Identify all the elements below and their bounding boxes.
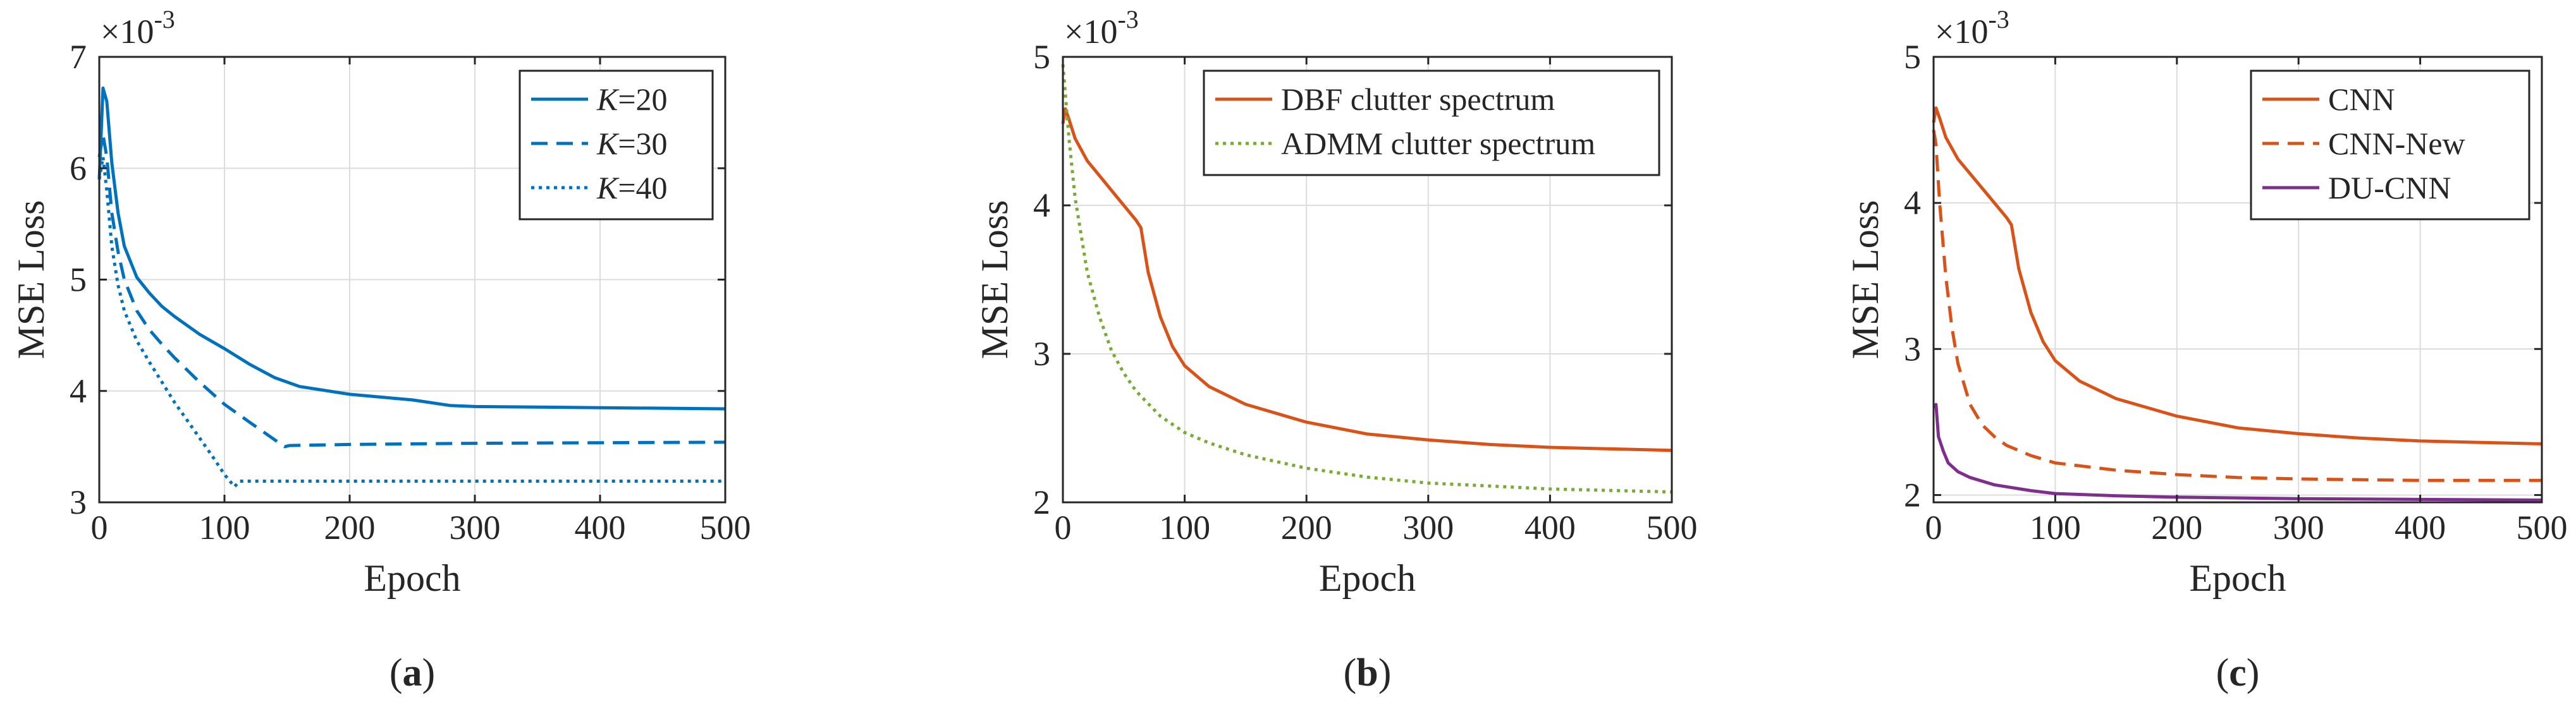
series-line-2 [1932,130,2542,482]
y-tick-label: 6 [70,149,87,187]
y-axis-label: MSE Loss [1844,200,1886,360]
series-line-1 [97,86,726,411]
x-tick-label: 400 [575,509,626,547]
legend-box [518,70,714,221]
legend-label-2: ADMM clutter spectrum [1281,126,1595,161]
series-line-2 [1061,64,1672,494]
x-tick-label: 400 [1524,509,1576,547]
x-tick-label: 200 [1281,509,1332,547]
x-tick-label: 0 [1055,509,1072,547]
y-tick-label: 4 [70,372,87,410]
x-tick-label: 300 [2273,509,2324,547]
x-tick-label: 0 [91,509,108,547]
y-tick-label: 3 [70,483,87,521]
y-tick-label: 3 [1033,335,1050,373]
x-tick-label: 500 [1647,509,1698,547]
x-axis-label: Epoch [364,557,460,599]
x-tick-label: 200 [2151,509,2202,547]
y-tick-label: 5 [1033,38,1050,76]
legend: K=20 K=30 K=40 [518,70,714,221]
x-tick-label: 100 [2030,509,2081,547]
y-tick-label: 3 [1904,330,1921,368]
chart-panel-b: 0 100 200 300 400 500 2 3 4 5 Epoch MSE Loss ×10-3 DB… [974,5,1698,694]
y-tick-label: 4 [1033,186,1050,224]
legend-label-2: CNN-New [2328,126,2465,161]
legend-box [1203,70,1660,176]
series-line-1 [1932,106,2542,445]
scale-factor-label: ×10-3 [1064,5,1139,51]
chart-panel-c: 0 100 200 300 400 500 2 3 4 5 Epoch MSE Loss ×10-3 CN… [1844,5,2568,694]
x-tick-label: 300 [450,509,501,547]
legend-label-3: K=40 [596,170,668,205]
legend-label-1: DBF clutter spectrum [1281,82,1555,117]
series-line-2 [97,133,726,449]
x-tick-label: 500 [700,509,751,547]
legend: DBF clutter spectrum ADMM clutter spectru… [1203,70,1660,176]
panel-caption: (c) [2216,651,2260,694]
y-tick-label: 2 [1904,476,1921,514]
y-tick-label: 5 [70,261,87,299]
axis-frame [1932,56,2543,504]
legend-label-1: K=20 [596,82,668,117]
x-tick-label: 500 [2517,509,2568,547]
x-tick-label: 400 [2395,509,2446,547]
panel-caption: (b) [1344,651,1392,694]
series-line-1 [1061,107,1672,452]
legend-label-1: CNN [2328,82,2395,117]
scale-factor-label: ×10-3 [101,5,175,51]
legend-label-3: DU-CNN [2328,170,2451,205]
y-tick-label: 2 [1033,483,1050,521]
chart-panel-a: 0 100 200 300 400 500 3 4 5 6 7 Epoch MSE Loss ×10-3 K… [10,5,751,694]
panel-caption: (a) [389,651,435,694]
legend: CNN CNN-New DU-CNN [2250,70,2530,221]
x-axis-label: Epoch [2189,557,2286,599]
x-tick-label: 300 [1402,509,1454,547]
scale-factor-label: ×10-3 [1935,5,2009,51]
axis-frame [1062,56,1673,504]
y-tick-label: 7 [70,38,87,76]
x-axis-label: Epoch [1319,557,1416,599]
x-tick-label: 100 [1159,509,1210,547]
x-tick-label: 100 [199,509,250,547]
x-tick-label: 0 [1925,509,1942,547]
x-tick-label: 200 [324,509,376,547]
series-line-3 [97,155,725,488]
y-axis-label: MSE Loss [974,200,1015,360]
legend-label-2: K=30 [596,126,668,161]
y-axis-label: MSE Loss [10,200,52,360]
y-tick-label: 5 [1904,38,1921,76]
y-tick-label: 4 [1904,184,1921,222]
series-line-3 [1932,402,2542,502]
